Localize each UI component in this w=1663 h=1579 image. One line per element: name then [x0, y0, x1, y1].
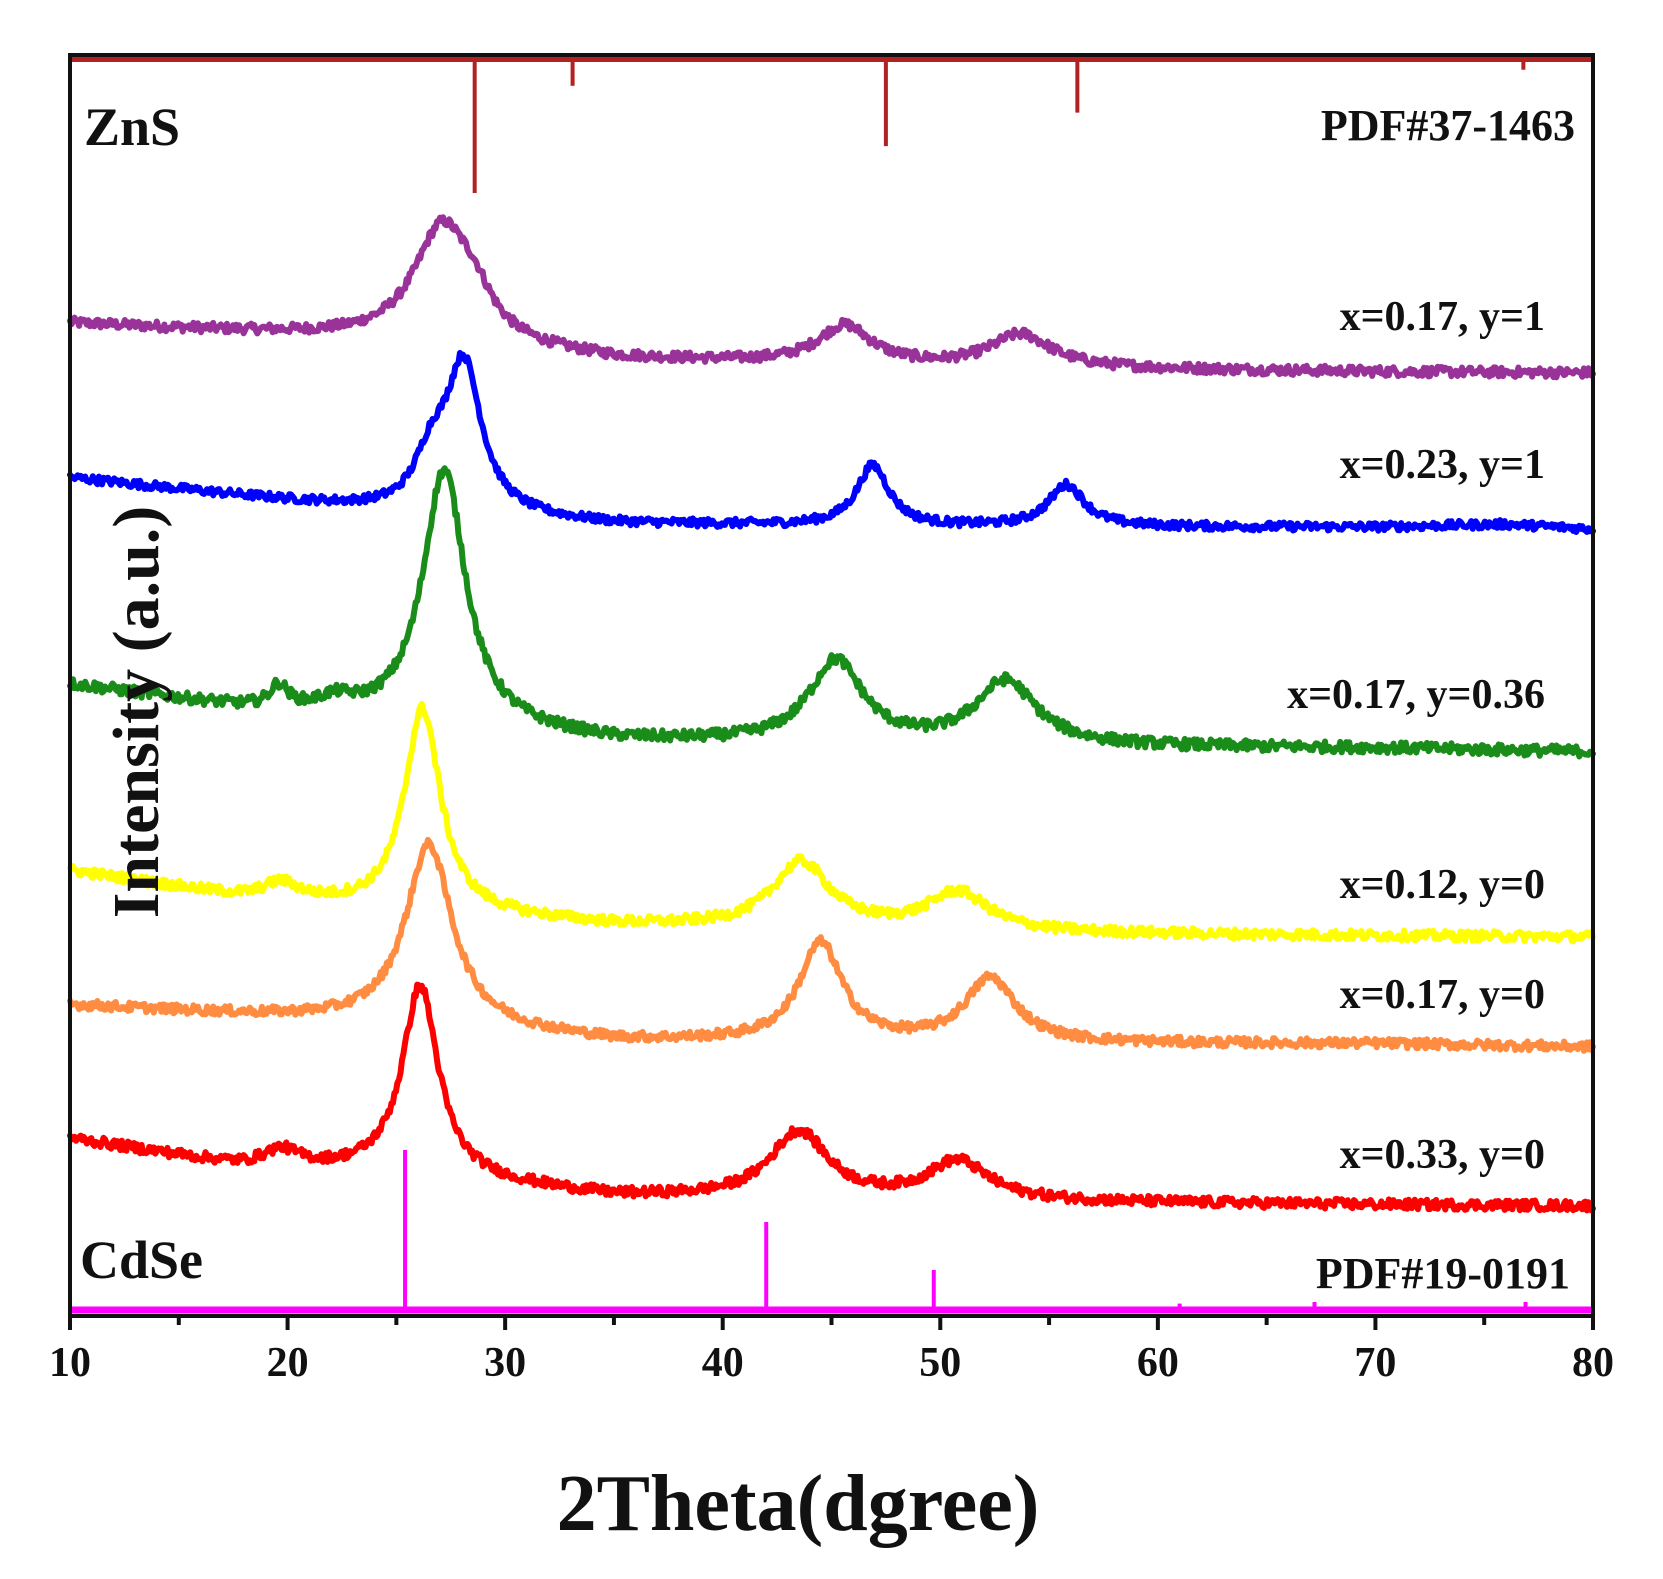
series-label-1: x=0.17, y=1 [1340, 294, 1545, 340]
x-tick-label-80: 80 [1572, 1340, 1614, 1386]
series-line-4 [67, 700, 1596, 945]
series-labels: x=0.17, y=1 x=0.23, y=1 x=0.17, y=0.36 x=0.… [1287, 294, 1545, 1178]
x-tick-label-50: 50 [919, 1340, 961, 1386]
x-tick-label-70: 70 [1354, 1340, 1396, 1386]
zns-reference-lines [70, 56, 1593, 193]
series-line-3 [67, 465, 1596, 760]
x-tick-label-40: 40 [702, 1340, 744, 1386]
zns-label: ZnS [84, 97, 180, 157]
series-label-2: x=0.23, y=1 [1340, 442, 1545, 488]
x-tick-label-60: 60 [1137, 1340, 1179, 1386]
x-tick-label-30: 30 [484, 1340, 526, 1386]
x-tick-label-20: 20 [267, 1340, 309, 1386]
series-label-3: x=0.17, y=0.36 [1287, 672, 1545, 718]
x-tick-label-10: 10 [49, 1340, 91, 1386]
axes-layer [68, 53, 1595, 1330]
x-tick-labels: 10 20 30 40 50 60 70 80 [49, 1340, 1614, 1386]
series-line-2 [67, 350, 1596, 535]
y-axis-title: Intensity (a.u.) [100, 506, 173, 919]
series-label-4: x=0.12, y=0 [1340, 862, 1545, 908]
cdse-label: CdSe [80, 1230, 203, 1290]
x-axis-title: 2Theta(dgree) [557, 1460, 1040, 1548]
series-label-5: x=0.17, y=0 [1340, 972, 1545, 1018]
series-line-1 [67, 214, 1596, 381]
cdse-pdf-label: PDF#19-0191 [1316, 1249, 1570, 1298]
series-label-6: x=0.33, y=0 [1340, 1132, 1545, 1178]
series-line-6 [67, 981, 1596, 1214]
series-layer [67, 214, 1596, 1214]
cdse-reference-lines [70, 1150, 1593, 1314]
zns-pdf-label: PDF#37-1463 [1321, 101, 1575, 150]
series-line-5 [67, 836, 1596, 1054]
